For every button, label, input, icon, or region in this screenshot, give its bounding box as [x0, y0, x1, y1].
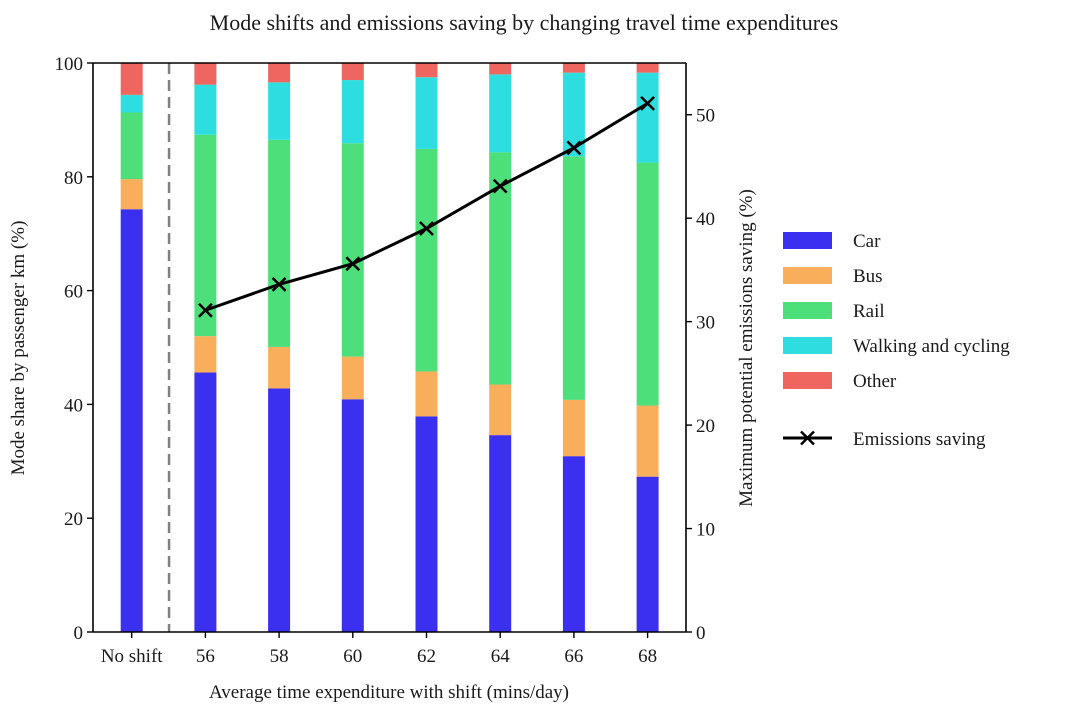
legend-swatch-bus — [783, 267, 832, 284]
legend-label: Emissions saving — [853, 429, 986, 450]
y-tick-label: 0 — [74, 623, 84, 644]
emissions-marker — [492, 178, 508, 194]
y2-tick-label: 10 — [696, 520, 715, 541]
legend-marker-x-icon — [800, 430, 815, 446]
x-tick-label: 60 — [343, 646, 362, 667]
bar-segment-car — [636, 476, 659, 632]
bar-segment-other — [562, 63, 585, 73]
bar-segment-rail — [120, 112, 143, 180]
legend-swatch-car — [783, 232, 832, 249]
bar-segment-rail — [194, 134, 217, 337]
chart-title: Mode shifts and emissions saving by chan… — [210, 10, 839, 35]
x-tick-label: 64 — [491, 646, 511, 667]
y2-tick-label: 0 — [696, 623, 706, 644]
bar-segment-other — [194, 63, 217, 85]
y2-tick-label: 20 — [696, 416, 715, 437]
y-tick-label: 20 — [64, 509, 83, 530]
bar-segment-bus — [636, 405, 659, 477]
x-tick-label: 58 — [270, 646, 289, 667]
legend-label: Bus — [853, 266, 883, 287]
bar-segment-walking-and-cycling — [562, 72, 585, 157]
y-tick-label: 100 — [55, 54, 84, 75]
bar-segment-car — [194, 372, 217, 632]
bar-segment-rail — [341, 143, 364, 357]
y2-axis-label: Maximum potential emissions saving (%) — [736, 189, 757, 507]
x-tick-label: 62 — [417, 646, 436, 667]
bar-segment-car — [562, 456, 585, 632]
bar-segment-bus — [120, 179, 143, 210]
emissions-marker — [566, 140, 582, 156]
bar-segment-bus — [194, 336, 217, 373]
y2-tick-label: 40 — [696, 209, 715, 230]
legend: Car Bus Rail Walking and cycling Other Emissi… — [783, 231, 1010, 450]
x-tick-label: 66 — [564, 646, 583, 667]
bar-segment-walking-and-cycling — [268, 82, 291, 140]
bar-segment-bus — [341, 356, 364, 400]
legend-label: Walking and cycling — [853, 336, 1010, 357]
emissions-marker — [198, 302, 213, 318]
y-tick-label: 60 — [64, 282, 83, 303]
x-axis-label: Average time expenditure with shift (min… — [209, 682, 569, 703]
y-axis-label: Mode share by passenger km (%) — [8, 221, 29, 476]
legend-label: Other — [853, 371, 897, 392]
y-tick-label: 80 — [64, 168, 83, 189]
bar-segment-walking-and-cycling — [341, 80, 364, 144]
bar-segment-other — [489, 63, 512, 75]
legend-label: Car — [853, 231, 881, 252]
bar-segment-walking-and-cycling — [415, 77, 438, 149]
y2-tick-label: 30 — [696, 313, 715, 334]
bar-segment-other — [268, 63, 291, 83]
bar-segment-walking-and-cycling — [636, 72, 659, 163]
bar-segment-rail — [415, 148, 438, 372]
legend-swatch-walking-and-cycling — [783, 337, 832, 354]
x-tick-label: 56 — [196, 646, 215, 667]
bar-segment-rail — [562, 156, 585, 400]
emissions-marker — [640, 95, 655, 111]
bar-segment-car — [341, 399, 364, 632]
bars — [120, 63, 659, 632]
bar-segment-walking-and-cycling — [194, 84, 217, 135]
bar-segment-bus — [268, 346, 291, 389]
legend-swatch-other — [783, 372, 832, 389]
bar-segment-other — [636, 63, 659, 73]
bar-segment-car — [268, 388, 291, 632]
bar-segment-bus — [489, 384, 512, 436]
legend-swatch-rail — [783, 302, 832, 319]
emissions-marker — [419, 221, 434, 236]
emissions-line — [198, 95, 655, 318]
bar-segment-walking-and-cycling — [120, 94, 143, 113]
bar-segment-walking-and-cycling — [489, 74, 512, 153]
bar-segment-rail — [268, 139, 291, 347]
bar-segment-car — [120, 209, 143, 632]
bar-segment-car — [489, 435, 512, 632]
bar-segment-other — [120, 63, 143, 95]
x-tick-label: No shift — [101, 646, 163, 667]
axes: 0 20 40 60 80 100 0 10 20 30 40 50 No shift 56 58 60 62 6… — [55, 54, 716, 667]
emissions-marker — [271, 277, 287, 292]
legend-label: Rail — [853, 301, 885, 322]
bar-segment-bus — [415, 371, 438, 417]
bar-segment-rail — [636, 162, 659, 406]
bar-segment-other — [415, 63, 438, 78]
bar-segment-bus — [562, 399, 585, 457]
y2-tick-label: 50 — [696, 106, 715, 127]
bar-segment-other — [341, 63, 364, 81]
emissions-marker — [345, 256, 361, 272]
x-tick-label: 68 — [638, 646, 657, 667]
bar-segment-car — [415, 416, 438, 632]
y-tick-label: 40 — [64, 395, 83, 416]
bar-segment-rail — [489, 152, 512, 385]
